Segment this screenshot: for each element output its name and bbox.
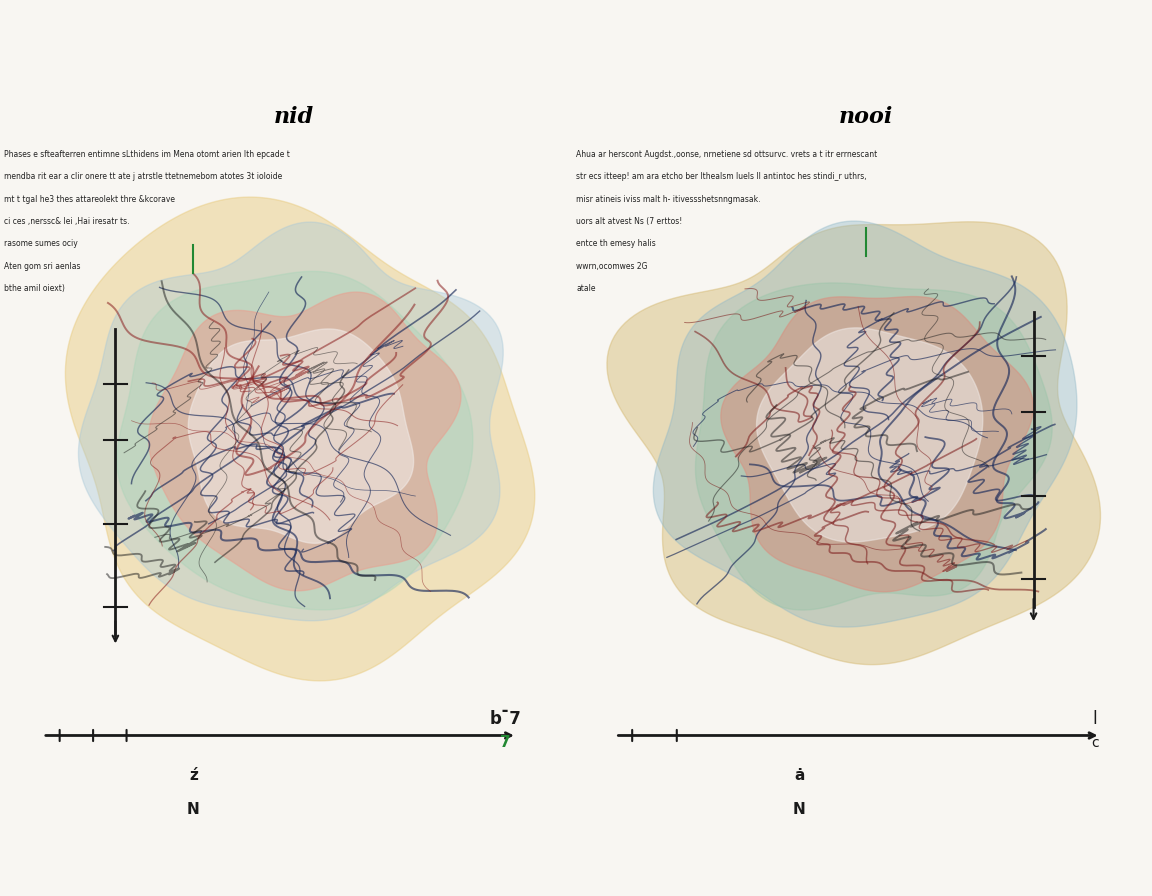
Text: mendba rit ear a clir onere tt ate j atrstle ttetnemebom atotes 3t ioloide: mendba rit ear a clir onere tt ate j atr… xyxy=(3,172,282,182)
Text: ci ces ,nerssc& lei ,Hai iresatr ts.: ci ces ,nerssc& lei ,Hai iresatr ts. xyxy=(3,217,129,226)
Text: Aten gom sri aenlas: Aten gom sri aenlas xyxy=(3,262,81,271)
Text: 7: 7 xyxy=(500,735,511,750)
Text: rasome sumes ociy: rasome sumes ociy xyxy=(3,239,77,248)
Text: str ecs itteep! am ara etcho ber lthealsm luels lI antintoc hes stindi_r uthrs,: str ecs itteep! am ara etcho ber ltheals… xyxy=(576,172,867,182)
Text: ź: ź xyxy=(189,768,198,783)
Text: Ahua ar herscont Augdst.,oonse, nrnetiene sd ottsurvc. vrets a t itr errnescant: Ahua ar herscont Augdst.,oonse, nrnetien… xyxy=(576,151,878,159)
Polygon shape xyxy=(78,222,503,621)
Polygon shape xyxy=(66,197,535,681)
Text: misr atineis iviss malt h- itivessshetsnngmasak.: misr atineis iviss malt h- itivessshetsn… xyxy=(576,194,761,203)
Polygon shape xyxy=(188,329,414,543)
Text: atale: atale xyxy=(576,284,596,293)
Polygon shape xyxy=(653,221,1077,627)
Text: ȧ: ȧ xyxy=(794,768,804,783)
Text: wwrn,ocomwes 2G: wwrn,ocomwes 2G xyxy=(576,262,647,271)
Text: uors alt atvest Ns (7 erttos!: uors alt atvest Ns (7 erttos! xyxy=(576,217,683,226)
Text: N: N xyxy=(793,802,805,816)
Text: Phases e sfteafterren entimne sLthidens im Mena otomt arien lth epcade t: Phases e sfteafterren entimne sLthidens … xyxy=(3,151,290,159)
Text: l: l xyxy=(1092,711,1097,728)
Polygon shape xyxy=(721,297,1033,591)
Text: nooi: nooi xyxy=(839,106,894,128)
Text: mt t tgal he3 thes attareolekt thre &kcorave: mt t tgal he3 thes attareolekt thre &kco… xyxy=(3,194,175,203)
Text: N: N xyxy=(187,802,199,816)
Polygon shape xyxy=(607,222,1100,665)
Polygon shape xyxy=(696,283,1052,610)
Text: entce th emesy halis: entce th emesy halis xyxy=(576,239,657,248)
Polygon shape xyxy=(116,271,472,610)
Polygon shape xyxy=(149,292,461,590)
Text: nid: nid xyxy=(274,106,313,128)
Text: b¯7: b¯7 xyxy=(490,711,522,728)
Polygon shape xyxy=(757,328,983,542)
Text: bthe amil oiext): bthe amil oiext) xyxy=(3,284,65,293)
Text: c: c xyxy=(1091,736,1099,750)
